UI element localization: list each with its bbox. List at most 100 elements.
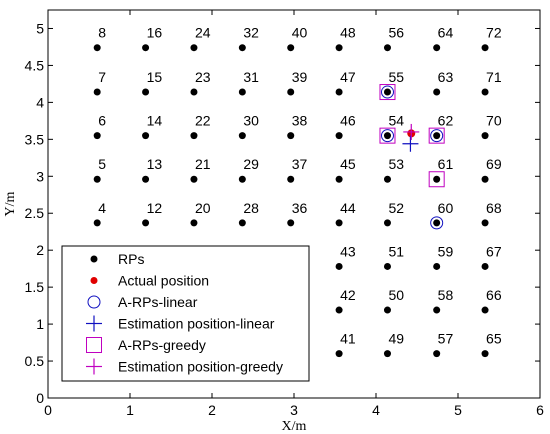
- rp-point-64: [433, 44, 441, 52]
- rp-point-29: [238, 175, 246, 183]
- y-tick-label-2: 1: [36, 316, 44, 332]
- y-tick-label-9: 4.5: [25, 57, 45, 73]
- rp-label-32: 32: [243, 25, 259, 41]
- y-tick-label-10: 5: [36, 20, 44, 36]
- rp-label-62: 62: [438, 113, 454, 129]
- legend-item-4-label: Estimation position-linear: [118, 316, 275, 332]
- rp-point-8: [93, 44, 101, 52]
- rp-point-37: [287, 175, 295, 183]
- rp-label-20: 20: [195, 200, 211, 216]
- rp-label-59: 59: [438, 243, 454, 259]
- rp-point-59: [433, 262, 441, 270]
- rp-point-47: [335, 88, 343, 96]
- rp-label-51: 51: [388, 243, 404, 259]
- rp-label-64: 64: [438, 25, 454, 41]
- rp-label-70: 70: [486, 113, 502, 129]
- a-rp-greedy-marker-3: [428, 127, 445, 144]
- x-tick-label-2: 2: [208, 402, 216, 418]
- rp-point-49: [383, 350, 391, 358]
- rp-point-69: [481, 175, 489, 183]
- legend-item-5-label: A-RPs-greedy: [118, 337, 206, 353]
- rp-point-6: [93, 132, 101, 140]
- rp-label-24: 24: [195, 25, 211, 41]
- rp-point-52: [383, 219, 391, 227]
- rp-label-52: 52: [388, 200, 404, 216]
- legend-item-4-marker: [86, 315, 102, 332]
- rp-point-53: [383, 175, 391, 183]
- rp-point-43: [335, 262, 343, 270]
- rp-point-32: [238, 44, 246, 52]
- rp-label-5: 5: [98, 156, 106, 172]
- rp-point-38: [287, 132, 295, 140]
- rp-label-53: 53: [388, 156, 404, 172]
- legend-item-3-marker: [87, 295, 101, 309]
- rp-label-48: 48: [340, 25, 356, 41]
- rp-label-50: 50: [388, 287, 404, 303]
- rp-label-30: 30: [243, 113, 259, 129]
- rp-label-60: 60: [438, 200, 454, 216]
- rp-label-68: 68: [486, 200, 502, 216]
- rp-label-42: 42: [340, 287, 356, 303]
- legend-item-6-marker: [86, 358, 102, 375]
- rp-label-49: 49: [388, 331, 404, 347]
- legend-item-6: Estimation position-greedy: [86, 358, 283, 375]
- rp-point-20: [190, 219, 198, 227]
- rp-point-30: [238, 132, 246, 140]
- rp-point-61: [433, 175, 441, 183]
- rp-label-54: 54: [388, 113, 404, 129]
- rp-point-67: [481, 262, 489, 270]
- legend: RPs Actual position A-RPs-linear Estimation…: [61, 245, 310, 382]
- rp-point-5: [93, 175, 101, 183]
- rp-label-46: 46: [340, 113, 356, 129]
- rp-label-40: 40: [292, 25, 308, 41]
- rp-point-40: [287, 44, 295, 52]
- rp-label-36: 36: [292, 200, 308, 216]
- rp-label-72: 72: [486, 25, 502, 41]
- rp-label-67: 67: [486, 243, 502, 259]
- legend-item-2: Actual position: [90, 273, 209, 289]
- rp-label-69: 69: [486, 156, 502, 172]
- legend-item-6-label: Estimation position-greedy: [118, 359, 283, 375]
- rp-label-12: 12: [147, 200, 163, 216]
- rp-label-8: 8: [98, 25, 106, 41]
- legend-item-3-label: A-RPs-linear: [118, 294, 198, 310]
- rp-label-16: 16: [147, 25, 163, 41]
- a-rp-greedy-marker-4: [428, 171, 445, 188]
- rp-label-39: 39: [292, 69, 308, 85]
- rp-label-71: 71: [486, 69, 502, 85]
- rp-labels: 1234567891011121314151617181920212223242…: [98, 25, 502, 347]
- rp-label-57: 57: [438, 331, 454, 347]
- rp-point-48: [335, 44, 343, 52]
- x-tick-label-1: 1: [126, 402, 134, 418]
- rp-label-21: 21: [195, 156, 211, 172]
- axes: 0 1 2 3 4 5 600.511.522.533.544.55X/mY/m: [3, 9, 544, 434]
- rp-label-15: 15: [147, 69, 163, 85]
- rp-label-45: 45: [340, 156, 356, 172]
- a-rp-greedy-marker-2: [379, 127, 396, 144]
- estimation-markers: [379, 84, 445, 230]
- rp-point-16: [142, 44, 150, 52]
- estimation-linear-marker: [402, 135, 419, 152]
- rp-point-56: [383, 44, 391, 52]
- rp-point-65: [481, 350, 489, 358]
- legend-item-1-label: RPs: [118, 251, 144, 267]
- rp-label-56: 56: [388, 25, 404, 41]
- rp-label-38: 38: [292, 113, 308, 129]
- rp-label-7: 7: [98, 69, 106, 85]
- rp-point-7: [93, 88, 101, 96]
- rp-point-60: [433, 219, 441, 227]
- y-tick-label-8: 4: [36, 94, 44, 110]
- rp-point-21: [190, 175, 198, 183]
- rp-label-61: 61: [438, 156, 454, 172]
- rp-label-58: 58: [438, 287, 454, 303]
- y-tick-label-0: 0: [36, 390, 44, 406]
- estimation-greedy-marker: [403, 123, 420, 140]
- rp-point-36: [287, 219, 295, 227]
- rp-point-44: [335, 219, 343, 227]
- y-tick-label-5: 2.5: [25, 205, 45, 221]
- rp-point-46: [335, 132, 343, 140]
- rp-point-45: [335, 175, 343, 183]
- a-rp-linear-marker-1: [380, 85, 394, 99]
- rp-label-31: 31: [243, 69, 259, 85]
